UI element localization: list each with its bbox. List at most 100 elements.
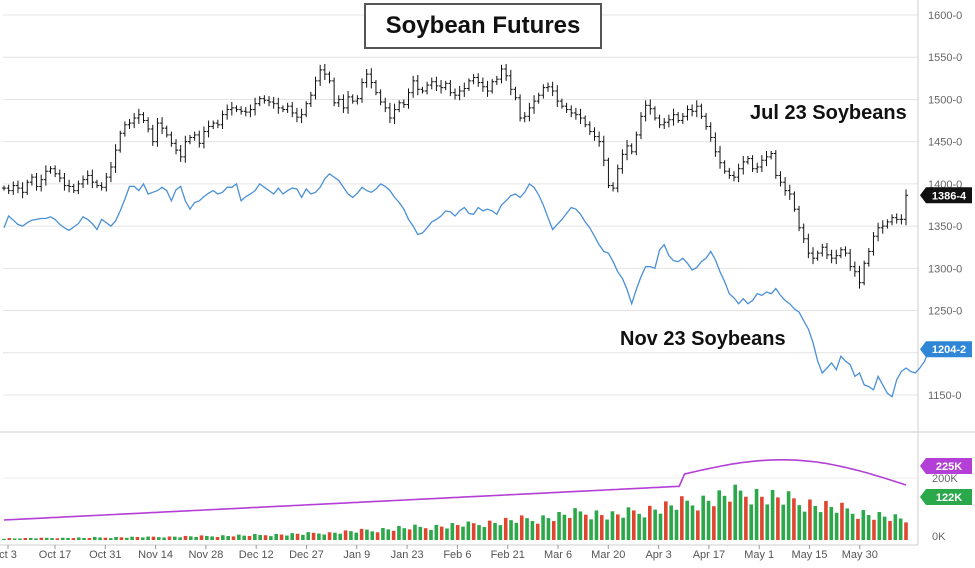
volume-bar xyxy=(124,537,129,540)
volume-bar xyxy=(439,526,444,540)
svg-text:122K: 122K xyxy=(936,492,962,504)
volume-bar xyxy=(130,536,134,540)
volume-bar xyxy=(706,500,711,540)
open-interest-tag: 225K xyxy=(920,458,972,474)
volume-bar xyxy=(834,512,839,540)
volume-bar xyxy=(669,505,673,540)
volume-bar xyxy=(770,489,775,540)
volume-bar xyxy=(322,534,327,540)
x-tick-label: Mar 6 xyxy=(544,549,572,561)
volume-bar xyxy=(301,534,305,540)
x-tick-label: Oct 31 xyxy=(89,549,121,561)
volume-tick-label: 0K xyxy=(932,531,946,543)
x-tick-label: Nov 14 xyxy=(138,549,173,561)
x-tick-label: Dec 27 xyxy=(289,549,324,561)
volume-bar xyxy=(242,535,246,540)
y-tick-label: 1550-0 xyxy=(928,52,962,64)
x-tick-label: Apr 3 xyxy=(645,549,671,561)
volume-bar xyxy=(733,484,738,540)
volume-bar xyxy=(840,502,844,540)
volume-bar xyxy=(829,507,834,540)
volume-bar xyxy=(183,535,188,540)
volume-bar xyxy=(712,506,716,540)
volume-bar xyxy=(642,517,647,540)
volume-bar xyxy=(477,525,481,540)
volume-bar xyxy=(44,537,49,540)
volume-bar xyxy=(146,536,150,540)
volume-bar xyxy=(34,538,38,540)
volume-tag: 122K xyxy=(920,489,972,505)
volume-bar xyxy=(487,520,492,540)
volume-bar xyxy=(471,523,476,540)
volume-bar xyxy=(2,538,6,540)
volume-bar xyxy=(215,537,220,540)
volume-bar xyxy=(71,538,76,540)
volume-bar xyxy=(386,529,391,540)
volume-bar xyxy=(445,528,449,540)
volume-bar xyxy=(861,510,866,540)
volume-bar xyxy=(845,508,850,540)
volume-bar xyxy=(311,532,316,540)
volume-bar xyxy=(381,528,385,540)
volume-bar xyxy=(509,520,513,540)
volume-bar xyxy=(503,517,508,540)
volume-bar xyxy=(103,537,108,540)
volume-bar xyxy=(306,532,311,540)
x-tick-label: Apr 17 xyxy=(693,549,725,561)
volume-bar xyxy=(573,508,577,540)
x-tick-label: Jan 23 xyxy=(391,549,424,561)
volume-bar xyxy=(498,525,503,540)
volume-bar xyxy=(375,532,380,540)
volume-bar xyxy=(599,515,604,540)
volume-bar xyxy=(701,495,705,540)
y-tick-label: 1600-0 xyxy=(928,10,962,22)
volume-bar xyxy=(696,510,700,540)
volume-bar xyxy=(615,514,620,540)
volume-bar xyxy=(551,521,556,540)
volume-bar xyxy=(856,518,860,540)
volume-bar xyxy=(685,500,689,540)
volume-bar xyxy=(370,531,375,540)
volume-bar xyxy=(274,534,279,540)
volume-bar xyxy=(365,529,369,540)
volume-bar xyxy=(866,515,871,540)
volume-bar xyxy=(648,505,652,540)
volume-bar xyxy=(151,536,156,540)
volume-bar xyxy=(557,512,561,540)
volume-bar xyxy=(210,536,214,540)
volume-bar xyxy=(653,509,657,540)
volume-bar xyxy=(247,535,252,540)
volume-bar xyxy=(530,520,535,540)
volume-bar xyxy=(808,499,812,540)
volume-bar xyxy=(162,537,166,540)
volume-bar xyxy=(418,526,423,540)
volume-bar xyxy=(349,531,353,540)
volume-bar xyxy=(156,537,161,540)
volume-bar xyxy=(680,496,684,540)
volume-bar xyxy=(728,501,732,540)
volume-bar xyxy=(610,511,615,540)
volume-bar xyxy=(28,537,33,540)
volume-bar xyxy=(407,529,412,540)
volume-bar xyxy=(594,510,599,540)
volume-bar xyxy=(92,536,97,540)
jul-last-price-tag: 1386-4 xyxy=(920,187,972,204)
volume-bar xyxy=(359,528,364,540)
volume-bar xyxy=(253,534,257,540)
volume-bar xyxy=(114,537,118,540)
volume-bar xyxy=(50,538,54,540)
volume-bar xyxy=(221,535,225,540)
volume-bar xyxy=(455,524,460,540)
volume-bar xyxy=(338,533,343,540)
volume-bar xyxy=(717,490,721,540)
volume-bar xyxy=(231,536,236,540)
svg-text:1204-2: 1204-2 xyxy=(932,344,966,356)
volume-bar xyxy=(754,488,759,540)
x-tick-label: May 15 xyxy=(791,549,827,561)
volume-bar xyxy=(285,535,289,540)
volume-bar xyxy=(199,535,204,540)
y-tick-label: 1450-0 xyxy=(928,137,962,149)
volume-bar xyxy=(295,533,300,540)
volume-bar xyxy=(172,536,177,540)
